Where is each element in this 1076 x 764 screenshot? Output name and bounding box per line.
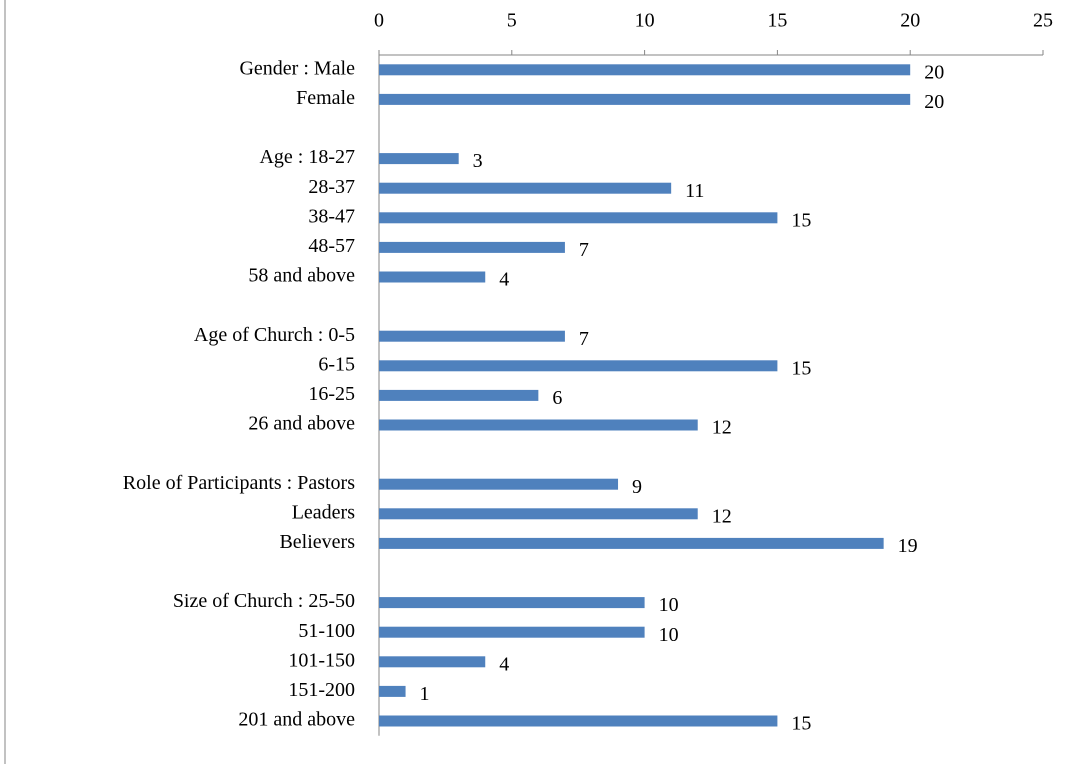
bar	[379, 271, 486, 283]
data-label: 4	[499, 653, 509, 675]
bar	[379, 626, 645, 638]
y-tick-label: 201 and above	[238, 709, 355, 731]
bar	[379, 656, 486, 668]
y-tick-label: Size of Church : 25-50	[173, 590, 355, 612]
data-label: 12	[712, 505, 732, 527]
bar	[379, 182, 672, 194]
y-tick-label: 6-15	[318, 353, 355, 375]
data-label: 12	[712, 417, 732, 439]
data-label: 7	[579, 239, 589, 261]
data-label: 11	[685, 180, 704, 202]
data-label: 15	[791, 357, 811, 379]
bar	[379, 153, 459, 165]
x-tick-label: 20	[900, 10, 920, 32]
x-tick-label: 10	[635, 10, 655, 32]
y-tick-label: Age of Church : 0-5	[194, 324, 355, 346]
y-tick-label: Gender : Male	[239, 57, 355, 79]
data-label: 15	[791, 713, 811, 735]
bar	[379, 389, 539, 401]
x-tick-label: 25	[1033, 10, 1053, 32]
data-label: 3	[473, 150, 483, 172]
data-label: 4	[499, 269, 509, 291]
data-label: 7	[579, 328, 589, 350]
bar	[379, 685, 406, 697]
x-tick-label: 0	[374, 10, 384, 32]
data-label: 19	[898, 535, 918, 557]
y-tick-label: 101-150	[288, 649, 355, 671]
data-label: 6	[552, 387, 562, 409]
data-label: 10	[659, 594, 679, 616]
y-tick-label: 51-100	[298, 620, 355, 642]
x-tick-label: 5	[507, 10, 517, 32]
y-tick-label: 58 and above	[248, 265, 355, 287]
bar	[379, 478, 619, 490]
y-tick-label: Leaders	[292, 501, 356, 523]
bar	[379, 419, 698, 431]
y-tick-label: 28-37	[308, 176, 355, 198]
y-tick-label: 38-47	[308, 205, 355, 227]
y-tick-label: 48-57	[308, 235, 355, 257]
y-tick-label: 26 and above	[248, 413, 355, 435]
y-tick-label: 16-25	[308, 383, 355, 405]
data-label: 20	[924, 91, 944, 113]
y-tick-label: Age : 18-27	[259, 146, 355, 168]
x-tick-label: 15	[767, 10, 787, 32]
data-label: 1	[420, 683, 430, 705]
bar	[379, 360, 778, 372]
data-label: 15	[791, 209, 811, 231]
bar	[379, 537, 884, 549]
y-tick-label: 151-200	[288, 679, 355, 701]
bar	[379, 212, 778, 224]
bar	[379, 597, 645, 609]
data-label: 10	[659, 624, 679, 646]
y-tick-label: Believers	[279, 531, 355, 553]
bar	[379, 64, 911, 76]
y-tick-label: Female	[296, 87, 355, 109]
data-label: 20	[924, 61, 944, 83]
bar	[379, 715, 778, 727]
bar	[379, 93, 911, 105]
y-tick-label: Role of Participants : Pastors	[123, 472, 355, 494]
bar	[379, 330, 565, 342]
bar	[379, 241, 565, 253]
data-label: 9	[632, 476, 642, 498]
bar	[379, 508, 698, 520]
